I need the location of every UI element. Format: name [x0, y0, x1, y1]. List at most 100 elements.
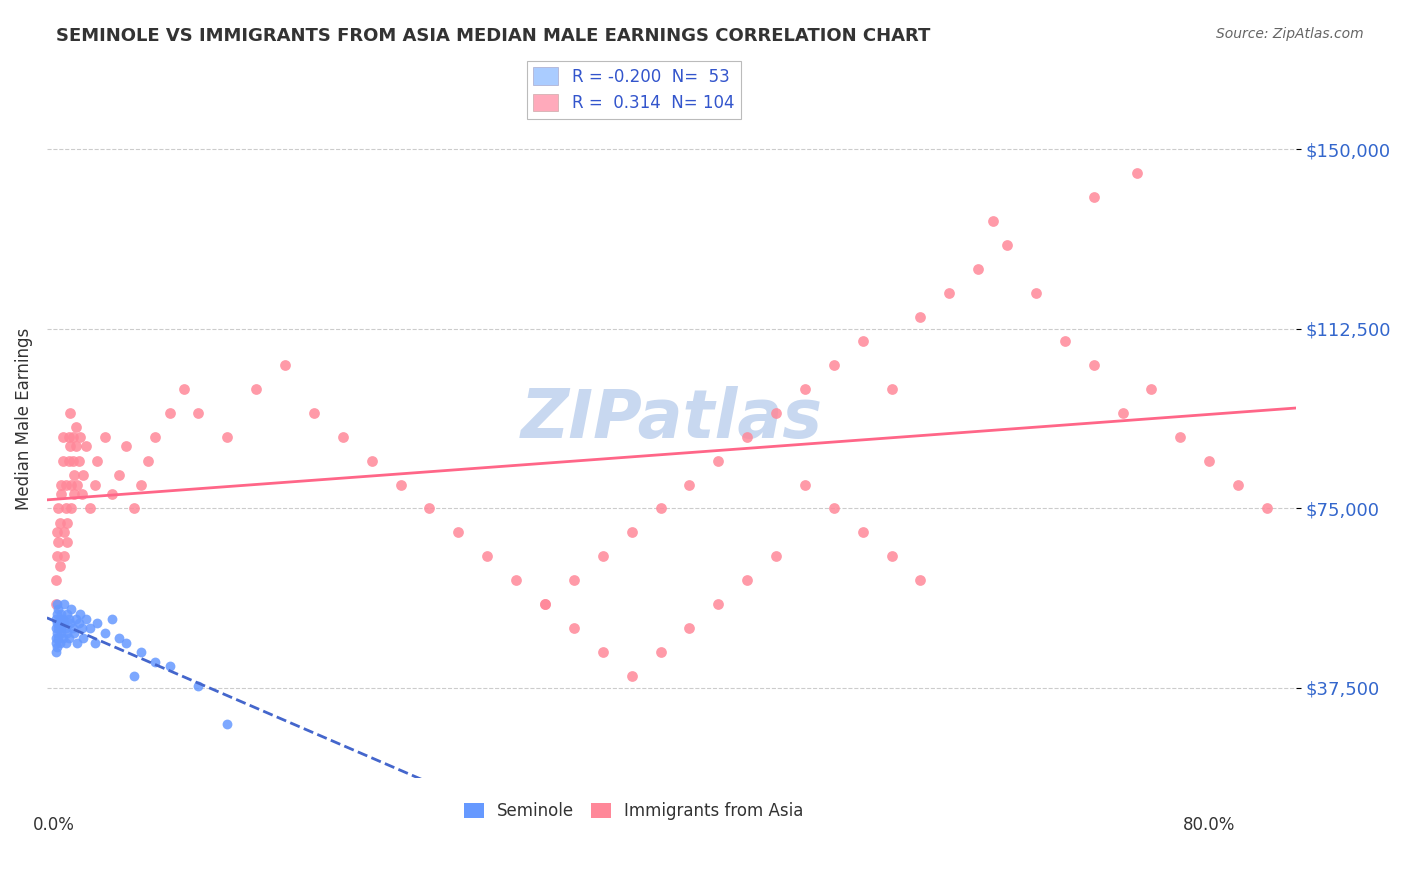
Point [592, 645, 614, 659]
Point [1083, 358, 1105, 372]
Point [79, 621, 101, 635]
Point [65, 420, 87, 434]
Point [1256, 501, 1278, 516]
Point [49, 616, 72, 631]
Point [72, 467, 94, 482]
Text: 80.0%: 80.0% [1182, 816, 1236, 834]
Point [620, 525, 643, 540]
Point [46, 549, 69, 564]
Point [707, 453, 730, 467]
Point [45, 635, 67, 649]
Point [52, 631, 75, 645]
Point [143, 655, 166, 669]
Point [45, 645, 67, 659]
Point [48, 621, 70, 635]
Point [46, 626, 69, 640]
Point [51, 621, 73, 635]
Point [678, 621, 700, 635]
Point [650, 501, 672, 516]
Point [56, 516, 79, 530]
Point [45, 621, 67, 635]
Point [51, 626, 73, 640]
Point [620, 669, 643, 683]
Point [765, 549, 787, 564]
Point [49, 611, 72, 625]
Point [852, 525, 875, 540]
Point [707, 597, 730, 611]
Point [108, 631, 131, 645]
Point [59, 406, 82, 420]
Point [793, 382, 815, 396]
Point [83, 635, 105, 649]
Point [58, 430, 80, 444]
Point [562, 574, 585, 588]
Point [69, 430, 91, 444]
Point [63, 467, 86, 482]
Point [447, 525, 470, 540]
Point [418, 501, 440, 516]
Point [45, 574, 67, 588]
Point [86, 453, 108, 467]
Point [55, 477, 77, 491]
Point [46, 616, 69, 631]
Point [678, 477, 700, 491]
Point [66, 477, 89, 491]
Point [51, 487, 73, 501]
Point [562, 621, 585, 635]
Point [735, 430, 758, 444]
Point [115, 439, 138, 453]
Point [93, 430, 115, 444]
Point [79, 501, 101, 516]
Point [52, 611, 75, 625]
Point [1227, 477, 1250, 491]
Point [65, 611, 87, 625]
Point [534, 597, 557, 611]
Point [58, 631, 80, 645]
Point [274, 358, 297, 372]
Point [52, 430, 75, 444]
Point [108, 467, 131, 482]
Point [66, 635, 89, 649]
Point [1083, 190, 1105, 204]
Point [46, 597, 69, 611]
Point [70, 621, 93, 635]
Text: ZIPatlas: ZIPatlas [520, 385, 823, 451]
Point [129, 477, 152, 491]
Point [129, 645, 152, 659]
Point [1168, 430, 1191, 444]
Point [55, 635, 77, 649]
Point [48, 501, 70, 516]
Point [86, 616, 108, 631]
Point [53, 597, 76, 611]
Point [62, 621, 84, 635]
Point [187, 679, 209, 693]
Text: 0.0%: 0.0% [34, 816, 75, 834]
Point [938, 285, 960, 300]
Point [765, 406, 787, 420]
Point [505, 574, 527, 588]
Point [58, 453, 80, 467]
Point [65, 439, 87, 453]
Point [58, 611, 80, 625]
Point [187, 406, 209, 420]
Point [59, 439, 82, 453]
Point [49, 516, 72, 530]
Point [48, 631, 70, 645]
Point [45, 597, 67, 611]
Point [592, 549, 614, 564]
Point [1053, 334, 1076, 348]
Point [72, 631, 94, 645]
Point [53, 525, 76, 540]
Point [101, 487, 124, 501]
Point [101, 611, 124, 625]
Point [1198, 453, 1220, 467]
Point [60, 477, 83, 491]
Point [217, 430, 239, 444]
Point [75, 611, 97, 625]
Point [62, 453, 84, 467]
Point [735, 574, 758, 588]
Point [49, 558, 72, 573]
Point [910, 310, 932, 324]
Point [46, 640, 69, 655]
Point [995, 238, 1018, 252]
